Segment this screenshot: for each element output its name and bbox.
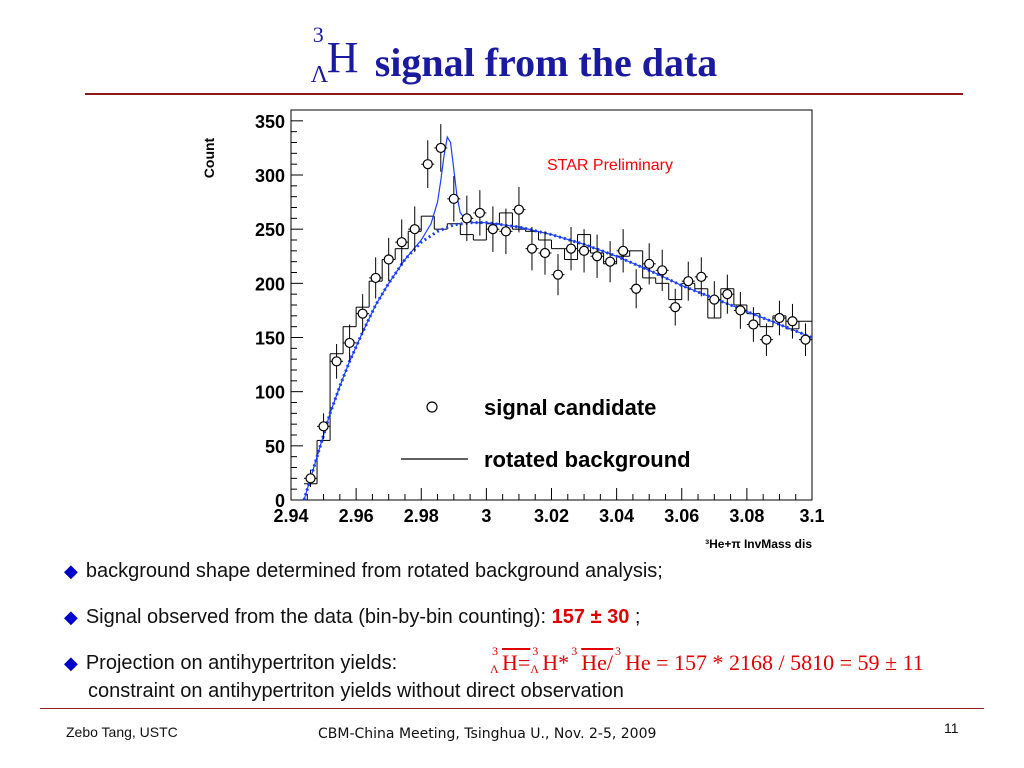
signal-candidate-point xyxy=(735,305,746,316)
x-tick-label: 3.08 xyxy=(729,506,764,526)
star-preliminary-label: STAR Preliminary xyxy=(547,157,673,174)
constraint-text: constraint on antihypertriton yields wit… xyxy=(88,680,624,702)
bullet-projection: ◆ Projection on antihypertriton yields: xyxy=(64,652,398,674)
signal-candidate-point xyxy=(539,247,551,259)
signal-candidate-point xyxy=(683,276,694,287)
y-tick-label: 350 xyxy=(255,112,285,132)
signal-candidate-points xyxy=(304,124,812,487)
signal-count-value: 157 ± 30 xyxy=(551,606,630,628)
signal-candidate-point xyxy=(435,142,446,154)
signal-candidate-point xyxy=(761,334,772,345)
fit-curves xyxy=(302,135,813,501)
signal-candidate-point xyxy=(552,269,564,280)
legend-marker-signal xyxy=(426,401,438,413)
signal-candidate-point xyxy=(774,312,785,324)
x-axis-label: ³He+π InvMass dis xyxy=(705,537,812,551)
signal-candidate-point xyxy=(670,302,681,313)
signal-candidate-point xyxy=(331,356,342,367)
legend-label-signal: signal candidate xyxy=(484,395,656,420)
signal-candidate-point xyxy=(513,204,525,215)
title-divider xyxy=(85,93,963,95)
signal-candidate-point xyxy=(383,254,394,265)
signal-candidate-point xyxy=(591,251,603,262)
signal-candidate-point xyxy=(748,319,759,330)
signal-candidate-point xyxy=(500,226,512,237)
footer-divider xyxy=(40,708,984,709)
signal-candidate-point xyxy=(696,271,707,282)
signal-candidate-point xyxy=(709,294,720,305)
signal-candidate-point xyxy=(722,289,733,300)
x-tick-label: 3.06 xyxy=(664,506,699,526)
signal-candidate-point xyxy=(565,243,577,254)
yield-formula: 3 Λ H= 3 Λ H* 3 He/3 He = 157 * 2168 / 5810 = 59… xyxy=(490,644,924,676)
signal-candidate-point xyxy=(631,283,642,294)
legend-label-background: rotated background xyxy=(484,447,691,472)
x-tick-label: 2.94 xyxy=(273,506,308,526)
diamond-bullet-icon: ◆ xyxy=(64,653,78,673)
y-tick-label: 300 xyxy=(255,166,285,186)
signal-candidate-point xyxy=(396,237,407,248)
signal-candidate-point xyxy=(357,308,368,319)
title-text: signal from the data xyxy=(374,40,718,85)
footer-author: Zebo Tang, USTC xyxy=(66,724,178,740)
x-tick-label: 3.04 xyxy=(599,506,634,526)
signal-candidate-point xyxy=(448,193,459,204)
signal-candidate-point xyxy=(461,213,472,224)
hypertriton-symbol: 3 Λ H xyxy=(310,22,359,88)
page-number: 11 xyxy=(944,720,959,736)
y-tick-label: 150 xyxy=(255,329,285,349)
x-tick-label: 3.1 xyxy=(799,506,824,526)
y-axis-label: Count xyxy=(201,137,217,178)
y-tick-label: 200 xyxy=(255,274,285,294)
x-tick-label: 2.96 xyxy=(339,506,374,526)
diamond-bullet-icon: ◆ xyxy=(64,607,78,627)
signal-candidate-point xyxy=(605,256,616,267)
bullet-background-shape: ◆ background shape determined from rotate… xyxy=(64,560,663,582)
signal-candidate-point xyxy=(487,224,498,235)
x-tick-label: 3.02 xyxy=(534,506,569,526)
y-tick-label: 250 xyxy=(255,220,285,240)
diamond-bullet-icon: ◆ xyxy=(64,561,78,581)
x-tick-label: 2.98 xyxy=(404,506,439,526)
signal-candidate-point xyxy=(305,473,316,484)
x-tick-label: 3 xyxy=(481,506,491,526)
signal-candidate-point xyxy=(644,258,655,269)
signal-candidate-point xyxy=(318,421,329,432)
bullet-signal-observed: ◆ Signal observed from the data (bin-by-b… xyxy=(64,606,641,628)
signal-candidate-point xyxy=(344,337,355,349)
signal-candidate-point xyxy=(422,159,433,170)
signal-candidate-point xyxy=(370,272,381,284)
signal-fit-curve xyxy=(303,135,813,501)
signal-candidate-point xyxy=(474,207,485,219)
plot-frame xyxy=(290,109,813,501)
chart-axes: 2.94 2.96 2.98 3 3.02 3.04 3.06 3.08 3.1 0 50 100 15… xyxy=(255,109,825,526)
y-tick-label: 0 xyxy=(275,491,285,511)
signal-candidate-point xyxy=(618,245,629,256)
invariant-mass-chart: 2.94 2.96 2.98 3 3.02 3.04 3.06 3.08 3.1 0 50 100 15… xyxy=(201,109,825,551)
signal-candidate-point xyxy=(526,243,538,254)
signal-candidate-point xyxy=(409,224,420,235)
signal-candidate-point xyxy=(787,316,798,327)
signal-candidate-point xyxy=(657,265,668,276)
y-tick-label: 100 xyxy=(255,383,285,403)
y-tick-label: 50 xyxy=(265,437,285,457)
signal-candidate-point xyxy=(578,245,590,256)
signal-candidate-point xyxy=(800,334,811,345)
footer-meeting: CBM-China Meeting, Tsinghua U., Nov. 2-5… xyxy=(318,726,657,742)
slide-title: 3 Λ H signal from the data xyxy=(0,22,1024,90)
